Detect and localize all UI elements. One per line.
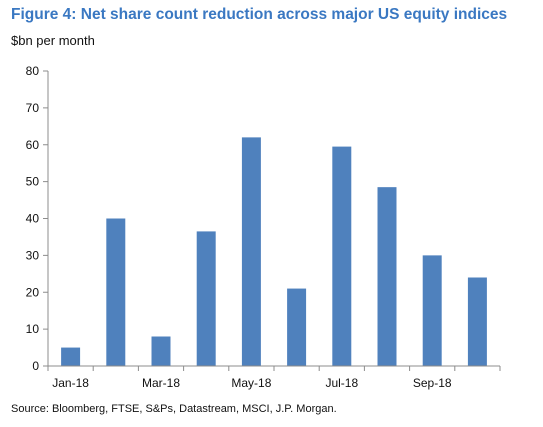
bar-apr-18 — [196, 231, 216, 366]
y-tick-label: 40 — [26, 212, 40, 226]
x-axis: Jan-18 Mar-18 May-18 Jul-18 Sep-18 — [47, 366, 501, 390]
y-tick-label: 10 — [26, 322, 40, 336]
y-tick-label: 30 — [26, 248, 40, 262]
bar-jan-18 — [61, 347, 81, 366]
bar-mar-18 — [151, 336, 171, 366]
bar-oct-18 — [467, 277, 487, 366]
y-tick-label: 70 — [26, 101, 40, 115]
y-tick-label: 50 — [26, 175, 40, 189]
bar-series — [61, 137, 487, 366]
x-tick-label: Sep-18 — [413, 376, 452, 390]
source-note: Source: Bloomberg, FTSE, S&Ps, Datastrea… — [11, 403, 337, 415]
x-tick-label: Jan-18 — [52, 376, 89, 390]
bar-feb-18 — [106, 218, 126, 366]
y-tick-label: 20 — [26, 285, 40, 299]
y-tick-label: 80 — [26, 64, 40, 78]
bar-aug-18 — [377, 187, 397, 366]
y-tick-label: 60 — [26, 138, 40, 152]
x-tick-label: Mar-18 — [142, 376, 180, 390]
chart-title: Figure 4: Net share count reduction acro… — [11, 6, 508, 23]
bar-sep-18 — [422, 255, 442, 366]
bar-jun-18 — [287, 288, 307, 366]
bar-jul-18 — [332, 146, 352, 366]
y-axis: 0 10 20 30 40 50 60 70 80 — [26, 64, 48, 373]
bar-may-18 — [241, 137, 261, 366]
x-tick-label: May-18 — [231, 376, 271, 390]
y-axis-unit-label: $bn per month — [11, 33, 95, 48]
x-tick-label: Jul-18 — [325, 376, 358, 390]
y-tick-label: 0 — [32, 359, 39, 373]
